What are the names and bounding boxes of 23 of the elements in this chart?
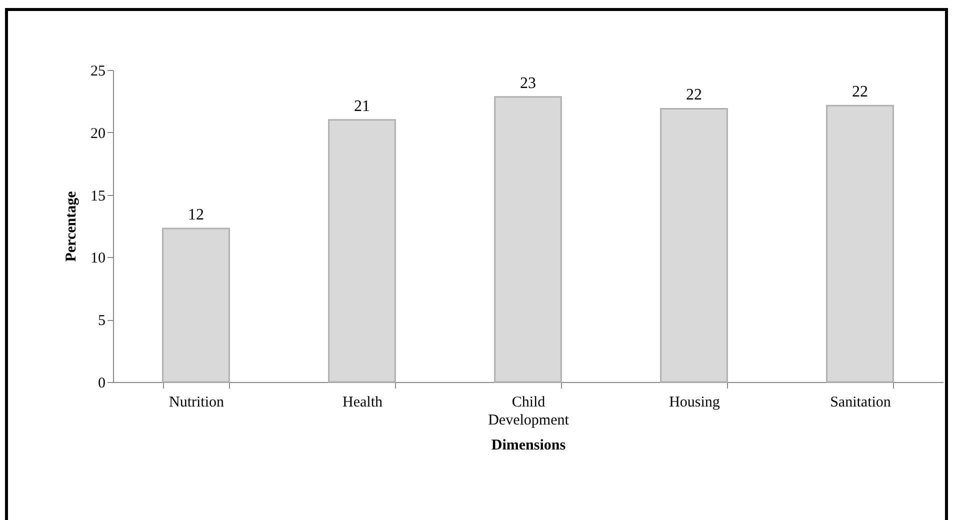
y-tick-label: 15 <box>90 188 106 204</box>
bar <box>328 119 396 383</box>
bar <box>660 108 728 383</box>
y-tick-label: 25 <box>90 64 106 80</box>
data-label: 22 <box>686 86 702 104</box>
x-tick-label: Child Development <box>488 394 570 428</box>
x-tick-label: Health <box>342 394 383 410</box>
x-tick-label: Nutrition <box>169 394 224 410</box>
x-tick-label: Housing <box>669 394 720 410</box>
data-label: 23 <box>520 74 536 92</box>
x-tick-label: Sanitation <box>830 394 892 410</box>
y-tick-label: 10 <box>90 250 106 267</box>
bar <box>494 96 562 383</box>
data-label: 21 <box>354 98 370 115</box>
y-tick-label: 20 <box>90 126 106 142</box>
bar <box>162 228 230 383</box>
data-label: 12 <box>188 206 204 224</box>
data-label: 22 <box>852 84 868 101</box>
x-axis-title: Dimensions <box>491 438 566 454</box>
y-axis-title: Percentage <box>64 190 80 262</box>
bar <box>826 104 894 383</box>
y-tick-label: 5 <box>98 313 106 330</box>
y-tick-label: 0 <box>98 376 106 392</box>
